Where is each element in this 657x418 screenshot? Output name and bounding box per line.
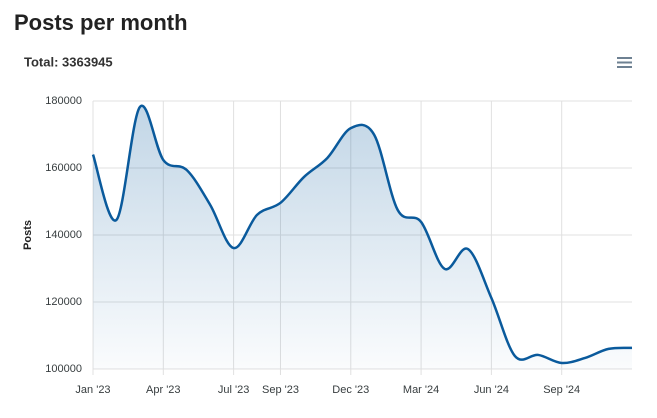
x-tick-label: Sep '23 xyxy=(262,384,299,396)
x-tick-label: Mar '24 xyxy=(403,384,439,396)
x-tick-label: Jun '24 xyxy=(474,384,509,396)
chart-title: Posts per month xyxy=(14,10,188,35)
y-tick-label: 140000 xyxy=(45,229,82,241)
y-axis-title: Posts xyxy=(22,220,34,250)
area-fill xyxy=(93,105,632,369)
x-tick-label: Jul '23 xyxy=(218,384,249,396)
y-tick-label: 160000 xyxy=(45,162,82,174)
x-tick-label: Jan '23 xyxy=(75,384,110,396)
y-tick-label: 100000 xyxy=(45,363,82,375)
y-tick-label: 180000 xyxy=(45,95,82,107)
y-tick-label: 120000 xyxy=(45,296,82,308)
menu-button[interactable] xyxy=(612,52,636,72)
x-tick-label: Dec '23 xyxy=(332,384,369,396)
x-tick-label: Apr '23 xyxy=(146,384,181,396)
line xyxy=(91,104,633,365)
x-tick-label: Sep '24 xyxy=(543,384,580,396)
chart-subtitle: Total: 3363945 xyxy=(24,54,113,69)
